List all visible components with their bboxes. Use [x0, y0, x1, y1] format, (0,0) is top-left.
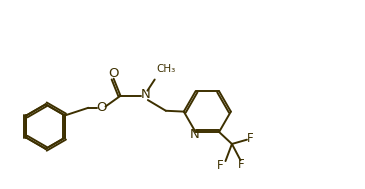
- Text: F: F: [217, 159, 224, 172]
- Text: O: O: [108, 67, 119, 80]
- Text: F: F: [247, 132, 254, 145]
- Text: CH₃: CH₃: [157, 64, 176, 74]
- Text: O: O: [96, 101, 107, 114]
- Text: N: N: [141, 88, 150, 101]
- Text: N: N: [190, 129, 200, 142]
- Text: F: F: [238, 158, 245, 171]
